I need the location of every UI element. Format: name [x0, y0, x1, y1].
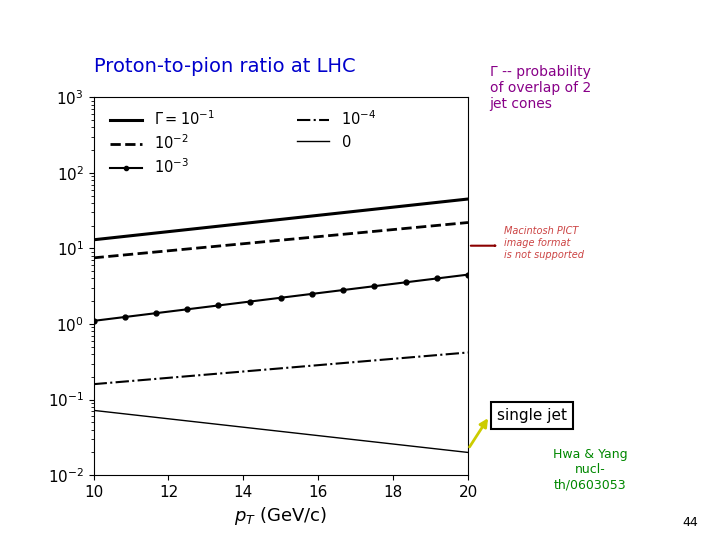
Text: Γ -- probability
of overlap of 2
jet cones: Γ -- probability of overlap of 2 jet con… — [490, 65, 591, 111]
Legend: $10^{-4}$, $0$: $10^{-4}$, $0$ — [296, 109, 377, 151]
Text: Macintosh PICT
image format
is not supported: Macintosh PICT image format is not suppo… — [504, 226, 584, 260]
Text: Hwa & Yang
nucl-
th/0603053: Hwa & Yang nucl- th/0603053 — [553, 448, 628, 491]
Text: 44: 44 — [683, 516, 698, 529]
X-axis label: $p_T$ (GeV/c): $p_T$ (GeV/c) — [234, 505, 328, 528]
Text: Proton-to-pion ratio at LHC: Proton-to-pion ratio at LHC — [94, 57, 355, 76]
Text: single jet: single jet — [497, 408, 567, 423]
